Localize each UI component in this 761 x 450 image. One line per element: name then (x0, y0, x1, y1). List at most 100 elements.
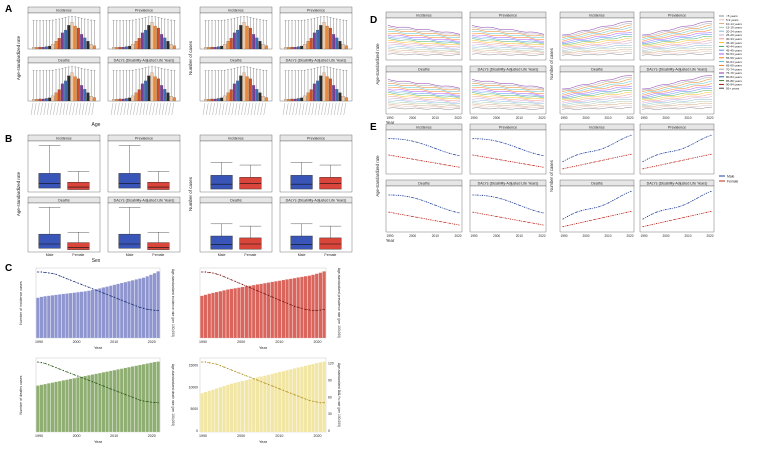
rate-point (264, 293, 266, 295)
x-tick-label: 2020 (314, 434, 322, 438)
sex-line-female (472, 154, 544, 168)
age-group-line (641, 83, 713, 96)
facet-panel (385, 185, 463, 233)
x-tick-label (69, 102, 72, 116)
age-group-line (641, 91, 713, 100)
sex-point (491, 157, 493, 159)
count-bar (134, 279, 139, 339)
facet-title: Prevalence (499, 14, 517, 18)
sex-point (491, 139, 493, 141)
age-group-line (561, 88, 633, 98)
count-bar (156, 361, 160, 433)
x-tick-label: 2000 (409, 234, 416, 238)
x-tick-label (162, 102, 165, 116)
sex-point (397, 213, 399, 215)
rate-point (40, 361, 43, 364)
x-tick-label (171, 102, 174, 116)
rate-point (113, 389, 116, 391)
age-bar (57, 38, 61, 50)
count-bar (277, 280, 282, 339)
sex-point (687, 145, 689, 147)
x-tick-label (314, 102, 318, 116)
age-group-line (471, 107, 545, 110)
x-tick-label: 2000 (493, 234, 500, 238)
age-group-line (387, 80, 461, 90)
rate-point (142, 307, 145, 309)
legend-label: 40-44 years (726, 45, 742, 49)
age-group-line (471, 36, 545, 44)
count-bar (79, 291, 84, 339)
age-group-line (387, 48, 461, 52)
count-bar (68, 378, 73, 433)
age-bar (67, 25, 71, 50)
sex-point (402, 195, 404, 197)
age-bar (80, 85, 84, 102)
age-bar (118, 98, 122, 102)
count-bar (263, 375, 267, 433)
rate-point (146, 308, 148, 310)
box-female (147, 181, 170, 190)
x-tick-label (142, 102, 146, 116)
x-tick-label: 2000 (73, 340, 81, 344)
facet-title: Incidence (228, 9, 243, 13)
rate-point (37, 361, 39, 363)
sex-point (646, 158, 649, 160)
age-bar (150, 72, 154, 102)
rate-point (99, 384, 101, 386)
x-tick-label (318, 102, 321, 116)
x-tick-label (91, 102, 94, 116)
rate-point (88, 286, 90, 288)
box-female (239, 177, 262, 190)
age-group-line (561, 24, 633, 39)
sex-point (444, 221, 446, 223)
count-bar (318, 272, 323, 339)
sex-point (416, 159, 418, 161)
sex-point (576, 165, 578, 167)
count-bar (300, 276, 304, 339)
rate-point (40, 271, 43, 273)
age-bar (220, 45, 224, 50)
age-group-line (561, 106, 633, 110)
x-tick-label: Male (126, 253, 134, 257)
count-bar (248, 379, 252, 433)
panel-a: Incidence Prevalence Incidence Prevalence De… (16, 6, 353, 128)
age-bar (216, 46, 220, 50)
x-tick-label (56, 102, 59, 116)
age-group-line (387, 89, 461, 96)
sex-point (486, 214, 488, 216)
age-bar (140, 32, 144, 50)
facet-title: Deaths (58, 59, 70, 63)
sex-line-female (388, 154, 460, 168)
x-tick-label (75, 102, 78, 116)
count-bar (292, 368, 297, 433)
sex-point (603, 159, 605, 161)
sex-point (630, 190, 632, 192)
count-bar (119, 368, 124, 433)
age-bar (245, 25, 249, 50)
y-tick-label: 5000 (190, 407, 198, 411)
box-male (290, 175, 313, 190)
sex-point (439, 221, 441, 223)
sex-point (589, 151, 591, 153)
sex-point (500, 216, 502, 218)
sex-point (669, 208, 671, 210)
sex-point (402, 214, 404, 216)
sex-point (651, 166, 653, 168)
count-bar (240, 380, 245, 433)
x-tick-label: 2000 (662, 234, 669, 238)
count-bar (105, 371, 109, 433)
sex-point (576, 223, 578, 225)
sex-point (642, 226, 644, 228)
count-bar (101, 372, 106, 433)
sex-point (594, 161, 596, 163)
x-tick-label (72, 102, 75, 116)
x-tick-label (117, 102, 120, 116)
rate-point (132, 303, 134, 306)
age-group-line (387, 44, 461, 49)
age-bar (112, 99, 116, 102)
x-tick-label (152, 102, 155, 116)
count-bar (255, 284, 260, 339)
sex-point (665, 152, 667, 154)
x-tick-label (43, 102, 46, 116)
y-tick-label-right: 0 (328, 429, 330, 433)
